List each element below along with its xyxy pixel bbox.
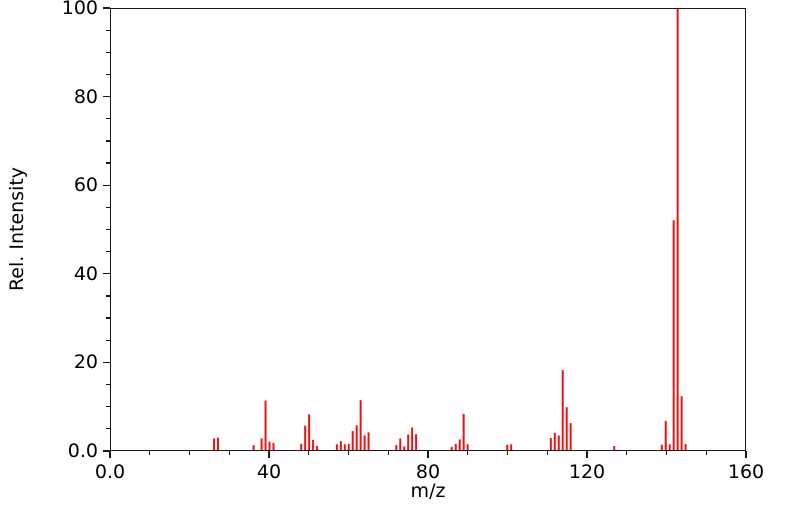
y-tick-label: 40	[73, 262, 98, 285]
y-minor-tick-mark	[106, 295, 110, 297]
x-minor-tick-mark	[387, 451, 389, 455]
y-minor-tick-mark	[106, 339, 110, 341]
y-tick-label: 80	[73, 85, 98, 108]
y-minor-tick-mark	[106, 428, 110, 430]
y-minor-tick-mark	[106, 383, 110, 386]
x-tick-label: 0.0	[94, 461, 126, 483]
x-tick-label: 40	[256, 461, 282, 483]
y-tick-mark	[103, 95, 110, 98]
y-minor-tick-mark	[106, 73, 110, 76]
x-minor-tick-mark	[188, 451, 191, 455]
y-tick-mark	[103, 184, 110, 186]
y-minor-tick-mark	[106, 317, 110, 319]
y-minor-tick-mark	[106, 51, 110, 53]
y-tick-mark	[103, 273, 110, 275]
x-tick-mark	[745, 451, 747, 458]
x-axis-title: m/z	[410, 480, 446, 502]
plot-area	[110, 8, 746, 451]
y-minor-tick-mark	[106, 162, 110, 164]
x-minor-tick-mark	[228, 451, 230, 455]
x-minor-tick-mark	[705, 451, 707, 455]
x-tick-label: 80	[415, 461, 441, 483]
y-tick-label: 20	[73, 351, 98, 374]
x-minor-tick-mark	[467, 451, 469, 455]
y-minor-tick-mark	[106, 251, 110, 253]
y-minor-tick-mark	[106, 29, 110, 31]
y-tick-mark	[103, 7, 110, 9]
x-minor-tick-mark	[347, 451, 350, 455]
x-tick-mark	[268, 451, 270, 458]
x-minor-tick-mark	[149, 451, 151, 455]
x-minor-tick-mark	[506, 451, 509, 455]
x-minor-tick-mark	[546, 451, 548, 455]
y-tick-mark	[103, 450, 110, 452]
x-minor-tick-mark	[626, 451, 628, 455]
x-tick-label: 160	[727, 461, 765, 483]
y-tick-mark	[103, 361, 110, 364]
y-minor-tick-mark	[106, 206, 110, 208]
x-tick-mark	[427, 451, 429, 458]
x-tick-label: 120	[568, 461, 606, 483]
y-tick-label: 0.0	[67, 440, 98, 462]
y-minor-tick-mark	[106, 118, 110, 120]
y-tick-label: 100	[61, 0, 98, 19]
spectrum-peaks	[213, 9, 687, 450]
x-minor-tick-mark	[665, 451, 668, 455]
x-tick-mark	[109, 451, 111, 458]
y-tick-label: 60	[73, 174, 98, 197]
y-minor-tick-mark	[106, 406, 110, 408]
y-axis-title: Rel. Intensity	[6, 166, 28, 292]
y-minor-tick-mark	[106, 228, 110, 231]
x-tick-mark	[586, 451, 588, 458]
y-minor-tick-mark	[106, 140, 110, 142]
x-minor-tick-mark	[308, 451, 310, 455]
